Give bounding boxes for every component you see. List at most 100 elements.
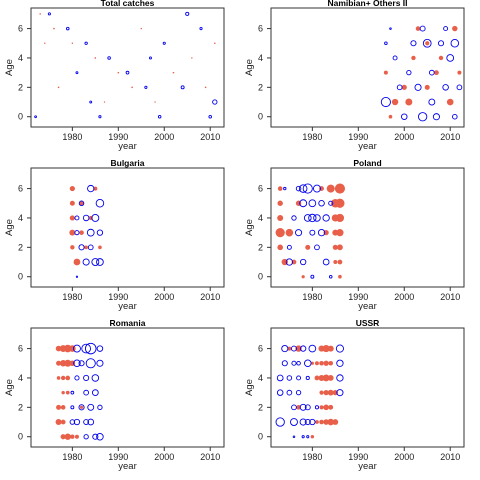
negative-residual-bubble: [66, 26, 70, 31]
negative-residual-bubble: [75, 71, 79, 75]
positive-residual-bubble: [310, 435, 315, 439]
positive-residual-bubble: [411, 55, 416, 61]
negative-residual-bubble: [78, 404, 85, 411]
negative-residual-bubble: [406, 69, 412, 76]
y-tick-label: 0: [258, 272, 263, 282]
negative-residual-bubble: [328, 200, 334, 206]
positive-residual-bubble: [327, 389, 334, 396]
y-tick-label: 6: [258, 24, 263, 34]
positive-residual-bubble: [327, 375, 334, 381]
series-positive: [383, 25, 462, 119]
positive-residual-bubble: [277, 186, 283, 191]
positive-residual-bubble: [301, 275, 305, 279]
negative-residual-bubble: [452, 113, 458, 120]
positive-residual-bubble: [191, 57, 193, 59]
negative-residual-bubble: [310, 274, 315, 279]
negative-residual-bubble: [157, 114, 162, 119]
negative-residual-bubble: [97, 404, 103, 410]
negative-residual-bubble: [73, 418, 81, 426]
x-tick-label: 1990: [108, 292, 128, 302]
y-tick-label: 2: [258, 242, 263, 252]
positive-residual-bubble: [285, 228, 294, 237]
positive-residual-bubble: [84, 245, 88, 250]
positive-residual-bubble: [425, 41, 430, 46]
negative-residual-bubble: [85, 358, 96, 369]
negative-residual-bubble: [149, 56, 152, 60]
negative-residual-bubble: [83, 389, 89, 396]
negative-residual-bubble: [92, 433, 99, 440]
negative-residual-bubble: [450, 39, 460, 48]
x-tick-label: 1980: [302, 292, 322, 302]
negative-residual-bubble: [432, 113, 440, 121]
x-tick-label: 2010: [440, 132, 460, 142]
positive-residual-bubble: [61, 390, 65, 395]
negative-residual-bubble: [322, 214, 330, 222]
positive-residual-bubble: [74, 434, 79, 439]
panel-title: Romania: [110, 318, 146, 328]
panel-poland: Poland 1980 1990 2000 2010 0 2 4 6 year Age: [244, 158, 465, 312]
positive-residual-bubble: [323, 390, 329, 396]
positive-residual-bubble: [103, 101, 106, 103]
positive-residual-bubble: [305, 244, 311, 250]
plot-area: [30, 7, 225, 128]
x-axis-label: year: [358, 141, 376, 152]
negative-residual-bubble: [291, 345, 297, 352]
y-tick-label: 0: [258, 432, 263, 442]
negative-residual-bubble: [299, 403, 307, 411]
negative-residual-bubble: [82, 258, 90, 266]
positive-residual-bubble: [131, 86, 133, 89]
panel-title: Total catches: [101, 0, 155, 8]
negative-residual-bubble: [291, 360, 297, 366]
y-tick-label: 4: [258, 53, 263, 63]
negative-residual-bubble: [96, 432, 104, 441]
negative-residual-bubble: [295, 185, 302, 192]
negative-residual-bubble: [78, 244, 85, 251]
positive-residual-bubble: [318, 374, 325, 381]
positive-residual-bubble: [405, 98, 413, 106]
y-axis-label: Age: [244, 379, 255, 396]
panel-romania: Romania 1980 1990 2000 2010 0 2 4 6 year Age: [4, 318, 225, 472]
negative-residual-bubble: [392, 55, 398, 61]
positive-residual-bubble: [277, 200, 283, 206]
positive-residual-bubble: [322, 374, 330, 382]
y-tick-label: 4: [258, 213, 263, 223]
x-axis-label: year: [118, 141, 136, 152]
x-tick-label: 2000: [394, 452, 414, 462]
positive-residual-bubble: [391, 98, 399, 106]
positive-residual-bubble: [446, 98, 454, 106]
negative-residual-bubble: [292, 435, 296, 438]
negative-residual-bubble: [443, 26, 449, 32]
negative-residual-bubble: [389, 27, 392, 30]
negative-residual-bubble: [291, 404, 297, 411]
negative-residual-bubble: [73, 359, 81, 368]
negative-residual-bubble: [96, 345, 104, 352]
x-tick-label: 1980: [62, 132, 82, 142]
negative-residual-bubble: [81, 343, 91, 354]
x-axis-label: year: [118, 461, 136, 472]
negative-residual-bubble: [384, 41, 388, 46]
negative-residual-bubble: [336, 359, 344, 367]
positive-residual-bubble: [383, 70, 388, 75]
y-axis-label: Age: [4, 379, 15, 396]
negative-residual-bubble: [302, 183, 313, 194]
x-tick-label: 1980: [302, 132, 322, 142]
negative-residual-bubble: [84, 41, 88, 45]
series-positive: [275, 183, 346, 279]
negative-residual-bubble: [299, 418, 307, 426]
series-negative: [283, 183, 334, 279]
negative-residual-bubble: [300, 258, 307, 266]
negative-residual-bubble: [91, 389, 99, 396]
negative-residual-bubble: [84, 342, 97, 355]
negative-residual-bubble: [299, 199, 308, 208]
x-tick-label: 1980: [62, 452, 82, 462]
x-tick-label: 1980: [62, 292, 82, 302]
negative-residual-bubble: [95, 199, 105, 208]
negative-residual-bubble: [322, 258, 330, 266]
positive-residual-bubble: [57, 86, 60, 89]
series-negative: [275, 344, 344, 439]
panel-title: Bulgaria: [110, 158, 144, 168]
plot-area: [270, 327, 465, 448]
plot-area: [30, 327, 225, 448]
x-tick-label: 1990: [108, 132, 128, 142]
positive-residual-bubble: [438, 55, 444, 61]
